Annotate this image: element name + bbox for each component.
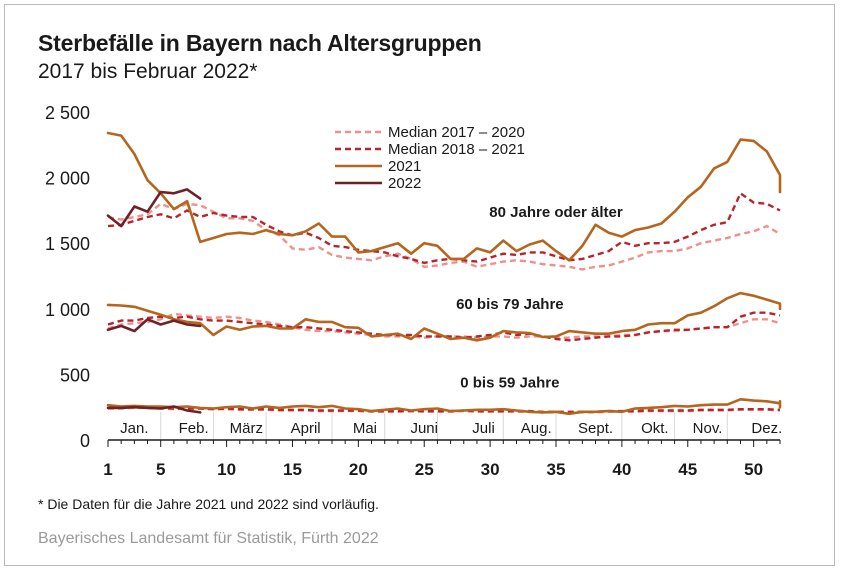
x-tick-label: 20 [349,460,368,479]
source-note: Bayerisches Landesamt für Statistik, Für… [38,530,379,547]
chart-title: Sterbefälle in Bayern nach Altersgruppen [38,30,482,56]
month-label: Sept. [578,420,613,437]
series-line-2022-80-jahre-oder-lter [106,188,202,228]
x-tick-label: 35 [547,460,566,479]
series-line-2021-60-bis-79-jahre [106,291,782,342]
legend-label: Median 2017 – 2020 [388,124,525,141]
footnote: * Die Daten für die Jahre 2021 und 2022 … [38,496,379,512]
group-label: 80 Jahre oder älter [489,204,623,221]
y-axis: 0 500 1 000 1 500 2 000 2 500 [45,103,90,451]
y-tick-label: 1 500 [45,234,90,254]
month-label: Nov. [693,420,723,437]
month-label: Dez. [751,420,782,437]
series-line-median-2018-2021-60-bis-79-jahre [107,311,781,342]
y-tick-label: 500 [60,365,90,385]
x-tick-label: 5 [156,460,165,479]
month-label: Juni [410,420,438,437]
x-tick-label: 25 [415,460,434,479]
month-label: Feb. [179,420,209,437]
series-line-2022-0-bis-59-jahre [106,405,202,414]
legend-label: Median 2018 – 2021 [388,141,525,158]
month-separators [160,412,728,440]
series-layer [106,131,782,416]
series-line-median-2017-2020-60-bis-79-jahre [107,312,781,339]
month-label: Jan. [120,420,148,437]
y-tick-label: 0 [80,431,90,451]
x-tick-label: 50 [744,460,763,479]
month-label: April [291,420,321,437]
group-labels: 80 Jahre oder älter 60 bis 79 Jahre 0 bis … [454,201,626,394]
x-tick-label: 40 [612,460,631,479]
series-line-median-2017-2020-80-jahre-oder-lter [107,202,781,271]
x-tick-label: 10 [217,460,236,479]
series-line-2022-60-bis-79-jahre [106,317,202,333]
chart-subtitle: 2017 bis Februar 2022* [38,60,258,83]
month-labels: Jan. Feb. März April Mai Juni Juli Aug. Sept. Okt… [120,420,782,437]
month-label: Mai [353,420,377,437]
x-tick-label: 15 [283,460,302,479]
x-tick-label: 1 [103,460,112,479]
series-line-median-2018-2021-80-jahre-oder-lter [107,192,781,265]
legend-label: 2022 [388,175,421,192]
x-tick-label: 45 [678,460,697,479]
y-tick-label: 2 000 [45,169,90,189]
x-axis: 1 5 10 15 20 25 30 35 40 45 50 [103,439,781,479]
series-line-2021-0-bis-59-jahre [106,397,782,416]
month-label: Aug. [521,420,552,437]
month-label: Juli [472,420,495,437]
group-label: 60 bis 79 Jahre [456,296,564,313]
series-line-2021-80-jahre-oder-lter [106,131,782,262]
legend-label: 2021 [388,158,421,175]
y-tick-label: 2 500 [45,103,90,123]
group-label: 0 bis 59 Jahre [460,375,559,392]
y-tick-label: 1 000 [45,300,90,320]
x-tick-label: 30 [481,460,500,479]
month-label: Okt. [641,420,669,437]
month-label: März [230,420,263,437]
chart-frame [4,4,835,566]
